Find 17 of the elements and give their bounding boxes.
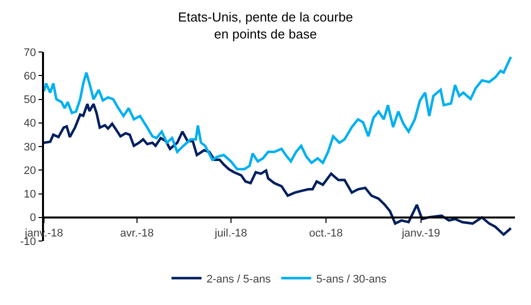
y-tick-label: -10 — [20, 236, 36, 248]
x-tick-label: janv.-19 — [400, 227, 440, 240]
line-series — [44, 56, 512, 170]
chart-title: Etats-Unis, pente de la courbe en points de base — [178, 9, 353, 42]
y-tick-label: 50 — [24, 94, 36, 106]
legend-label: 5-ans / 30-ans — [316, 273, 388, 286]
y-tick-label: 10 — [24, 188, 36, 201]
y-tick-label: 60 — [24, 70, 36, 82]
y-tick-label: 30 — [24, 141, 36, 154]
legend-label: 2-ans / 5-ans — [206, 273, 272, 286]
y-tick-label: 40 — [24, 118, 36, 130]
y-tick-label: 0 — [30, 212, 36, 224]
x-tick-label: juil.-18 — [214, 227, 248, 240]
y-tick-label: 70 — [24, 46, 36, 59]
y-tick-label: 20 — [24, 164, 36, 177]
x-tick-label: oct.-18 — [309, 227, 343, 240]
x-tick-label: avr.-18 — [120, 227, 154, 240]
